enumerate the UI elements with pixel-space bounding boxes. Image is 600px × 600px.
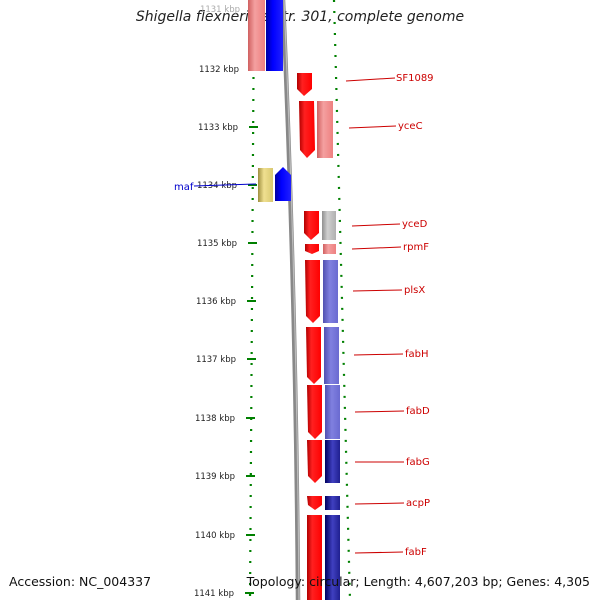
gene-rpmf <box>305 244 319 254</box>
gene-block <box>275 167 291 201</box>
gene-fabh <box>306 327 321 384</box>
gene-label-fabf[interactable]: fabF <box>405 547 427 558</box>
gene-label-plsx[interactable]: plsX <box>404 285 425 296</box>
gene-fabd-partner <box>325 385 340 439</box>
gene-label-fabd[interactable]: fabD <box>406 406 430 417</box>
gene-ycec-partner <box>317 101 333 158</box>
gene-label-sf1089[interactable]: SF1089 <box>396 73 434 84</box>
gene-fabf-partner <box>325 515 340 600</box>
ruler-label: 1137 kbp <box>196 355 236 365</box>
ruler-label: 1135 kbp <box>197 239 237 249</box>
gene-fabd <box>307 385 322 439</box>
gene-label-maf[interactable]: maf <box>174 182 194 193</box>
gene-sf1089 <box>297 73 312 96</box>
gene-yced <box>304 211 319 240</box>
gene-acpp <box>307 496 322 510</box>
gene-fabh-partner <box>324 327 339 384</box>
callout-lines <box>193 77 405 554</box>
ruler-label: 1131 kbp <box>200 5 240 15</box>
ruler-label: 1138 kbp <box>195 414 235 424</box>
ruler-label: 1134 kbp <box>197 181 237 191</box>
accession-text: Accession: NC_004337 <box>9 574 152 589</box>
gene-rpmf-partner <box>323 244 336 254</box>
left-genes <box>248 0 291 202</box>
gene-ycec <box>299 101 315 158</box>
ruler-left-dots <box>248 0 256 600</box>
ruler-label: 1140 kbp <box>195 531 235 541</box>
gene-label-yced[interactable]: yceD <box>402 219 428 230</box>
gene-plsx <box>305 260 320 323</box>
gene-label-rpmf[interactable]: rpmF <box>403 242 429 253</box>
ruler-label: 1133 kbp <box>198 123 238 133</box>
gene-acpp-partner <box>325 496 340 510</box>
gene-block <box>248 0 265 71</box>
right-genes <box>297 73 340 600</box>
gene-label-acpp[interactable]: acpP <box>406 498 430 509</box>
ruler-label: 1136 kbp <box>196 297 236 307</box>
gene-label-fabh[interactable]: fabH <box>405 349 429 360</box>
genome-backbone <box>280 0 301 600</box>
ruler-label: 1139 kbp <box>195 472 235 482</box>
ruler-label: 1132 kbp <box>199 65 239 75</box>
gene-fabg-partner <box>325 440 340 483</box>
gene-yced-partner <box>322 211 336 240</box>
gene-fabg <box>307 440 322 483</box>
gene-fabf <box>307 515 322 600</box>
gene-plsx-partner <box>323 260 338 323</box>
ruler-right-dots <box>332 0 352 600</box>
gene-block <box>266 0 283 71</box>
ruler-label: 1141 kbp <box>194 589 234 599</box>
gene-label-ycec[interactable]: yceC <box>398 121 423 132</box>
gene-label-fabg[interactable]: fabG <box>406 457 430 468</box>
genome-title: Shigella flexneri 2a str. 301, complete … <box>135 9 465 25</box>
topology-text: Topology: circular; Length: 4,607,203 bp… <box>246 574 590 589</box>
gene-maf <box>258 168 273 202</box>
